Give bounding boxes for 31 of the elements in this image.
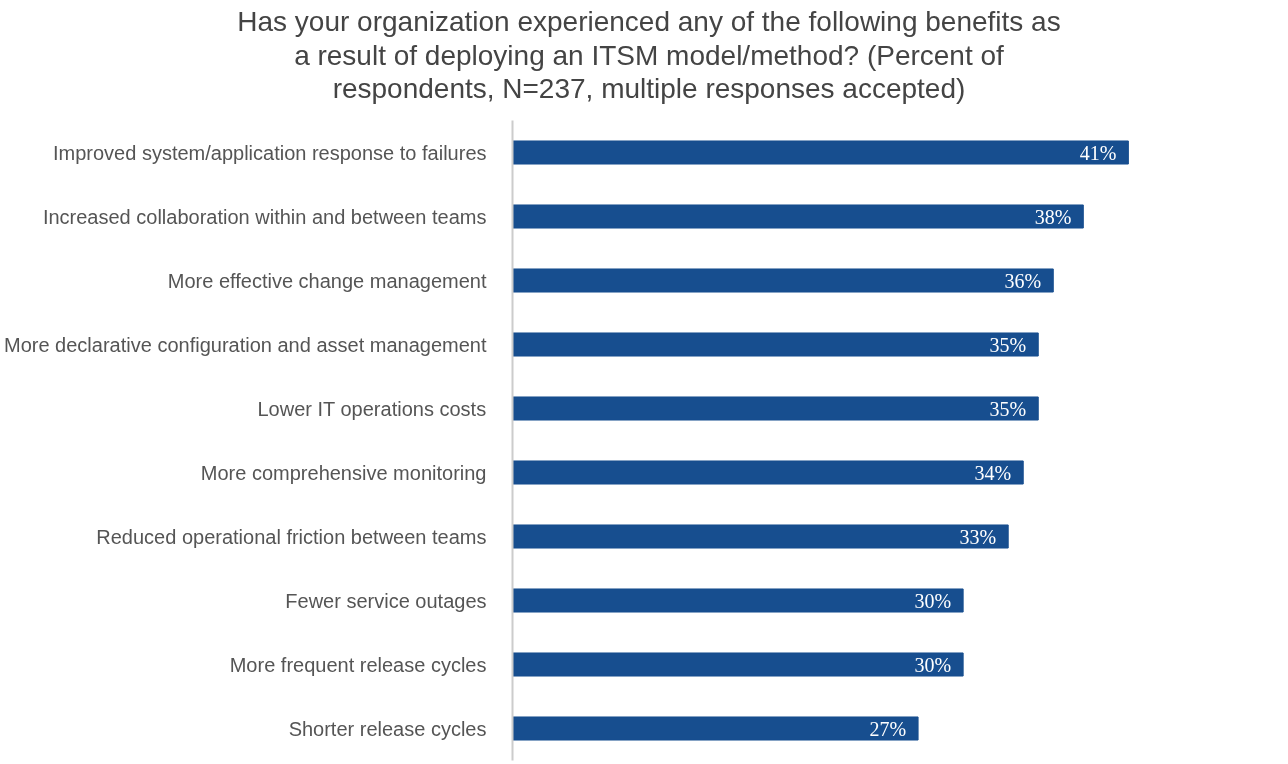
data-label: 36% [1004, 269, 1042, 292]
y-tick-label: More effective change management [167, 269, 487, 292]
y-tick-label: Shorter release cycles [288, 717, 487, 740]
bar [512, 460, 1024, 485]
bar [512, 332, 1039, 357]
y-tick-label: Fewer service outages [285, 589, 487, 612]
y-tick-label: More declarative configuration and asset management [4, 333, 487, 356]
data-label: 27% [869, 717, 907, 740]
bar [512, 524, 1009, 549]
bar [512, 140, 1129, 165]
y-tick-label: More frequent release cycles [229, 653, 487, 676]
data-label: 30% [914, 653, 952, 676]
bar [512, 268, 1054, 293]
y-tick-label: More comprehensive monitoring [200, 461, 487, 484]
data-label: 34% [974, 461, 1012, 484]
y-tick-label: Improved system/application response to failures [52, 141, 487, 164]
data-label: 35% [989, 333, 1027, 356]
y-tick-label: Lower IT operations costs [257, 397, 487, 420]
y-tick-label: Reduced operational friction between teams [96, 525, 487, 548]
data-label: 35% [989, 397, 1027, 420]
bar [512, 652, 964, 677]
bar [512, 204, 1084, 229]
bar [512, 588, 964, 613]
chart-title: Has your organization experienced any of the following benefits as a result of deploying an ITSM model/method? (Percent of respondents, N=237, multiple responses accepted) [237, 5, 1061, 106]
bar [512, 396, 1039, 421]
bar [512, 716, 919, 741]
data-label: 38% [1034, 205, 1072, 228]
y-tick-label: Increased collaboration within and between teams [42, 205, 487, 228]
data-label: 41% [1079, 141, 1117, 164]
data-label: 33% [959, 525, 997, 548]
data-label: 30% [914, 589, 952, 612]
